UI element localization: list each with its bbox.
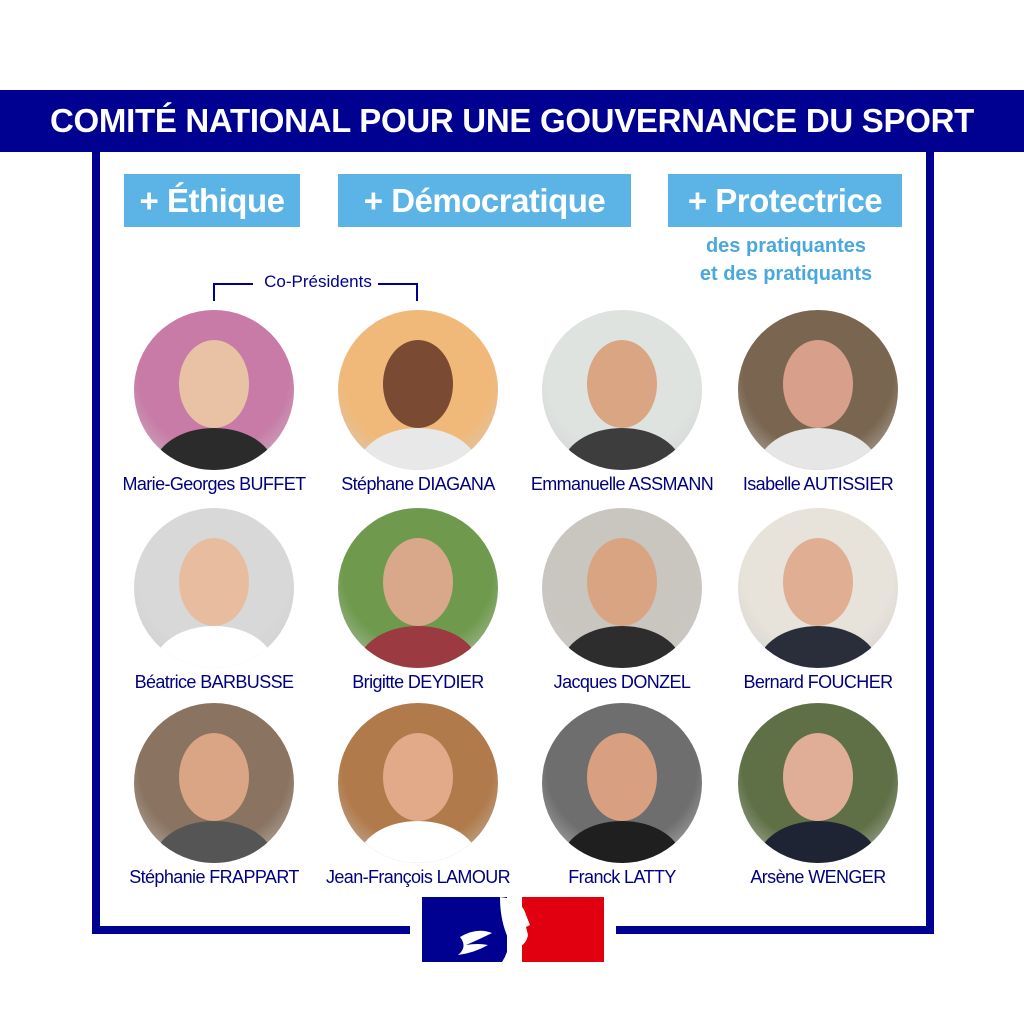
- photo-body-shape: [758, 821, 878, 863]
- member-card: Jacques DONZEL: [512, 508, 732, 693]
- member-photo: [134, 310, 294, 470]
- member-card: Stéphane DIAGANA: [308, 310, 528, 495]
- member-name: Isabelle AUTISSIER: [742, 474, 894, 494]
- member-card: Béatrice BARBUSSE: [104, 508, 324, 693]
- photo-body-shape: [358, 428, 478, 470]
- member-name: Béatrice BARBUSSE: [134, 672, 294, 692]
- member-name: Jacques DONZEL: [553, 672, 691, 692]
- frame-bottom-border-left: [92, 926, 410, 934]
- co-presidents-bracket-right-tick: [416, 283, 418, 301]
- member-photo: [338, 310, 498, 470]
- photo-face-shape: [587, 733, 657, 821]
- photo-face-shape: [587, 340, 657, 428]
- member-photo: [738, 703, 898, 863]
- photo-body-shape: [758, 626, 878, 668]
- member-name: Franck LATTY: [568, 867, 676, 887]
- subtitle-line-2: et des pratiquants: [699, 263, 873, 285]
- subtitle-line-1: des pratiquantes: [705, 235, 867, 257]
- photo-face-shape: [383, 340, 453, 428]
- member-photo: [542, 310, 702, 470]
- co-presidents-label: Co-Présidents: [264, 272, 372, 291]
- member-name: Arsène WENGER: [750, 867, 886, 887]
- member-photo: [134, 703, 294, 863]
- frame-left-border: [92, 150, 100, 934]
- protectrice-subtitle: des pratiquantes et des pratiquants: [668, 232, 904, 288]
- member-photo: [542, 508, 702, 668]
- member-name: Stéphane DIAGANA: [341, 474, 495, 494]
- member-card: Emmanuelle ASSMANN: [512, 310, 732, 495]
- member-card: Franck LATTY: [512, 703, 732, 888]
- member-name: Bernard FOUCHER: [743, 672, 893, 692]
- photo-body-shape: [358, 821, 478, 863]
- photo-face-shape: [783, 538, 853, 626]
- photo-body-shape: [562, 428, 682, 470]
- photo-face-shape: [179, 733, 249, 821]
- tag-democratique: + Démocratique: [338, 174, 631, 227]
- photo-body-shape: [358, 626, 478, 668]
- photo-body-shape: [562, 821, 682, 863]
- photo-face-shape: [383, 733, 453, 821]
- member-photo: [738, 310, 898, 470]
- co-presidents-bracket-left-tick: [213, 283, 215, 301]
- member-card: Marie-Georges BUFFET: [104, 310, 324, 495]
- member-name: Marie-Georges BUFFET: [122, 474, 306, 494]
- photo-face-shape: [783, 733, 853, 821]
- member-card: Brigitte DEYDIER: [308, 508, 528, 693]
- member-photo: [738, 508, 898, 668]
- member-card: Arsène WENGER: [708, 703, 928, 888]
- page-title: COMITÉ NATIONAL POUR UNE GOUVERNANCE DU …: [0, 90, 1024, 152]
- photo-face-shape: [587, 538, 657, 626]
- marianne-logo: [422, 897, 604, 962]
- photo-face-shape: [179, 538, 249, 626]
- co-presidents-bracket-left: [213, 283, 253, 285]
- photo-face-shape: [383, 538, 453, 626]
- co-presidents-bracket-right: [378, 283, 418, 285]
- photo-body-shape: [154, 821, 274, 863]
- tag-ethique: + Éthique: [124, 174, 300, 227]
- member-name: Brigitte DEYDIER: [352, 672, 484, 692]
- photo-body-shape: [154, 428, 274, 470]
- member-photo: [134, 508, 294, 668]
- member-name: Jean-François LAMOUR: [325, 867, 511, 887]
- member-photo: [338, 508, 498, 668]
- member-name: Emmanuelle ASSMANN: [530, 474, 714, 494]
- member-photo: [542, 703, 702, 863]
- photo-face-shape: [179, 340, 249, 428]
- member-name: Stéphanie FRAPPART: [129, 867, 299, 887]
- frame-bottom-border-right: [616, 926, 934, 934]
- tag-protectrice: + Protectrice: [668, 174, 902, 227]
- photo-body-shape: [758, 428, 878, 470]
- photo-face-shape: [783, 340, 853, 428]
- member-card: Bernard FOUCHER: [708, 508, 928, 693]
- photo-body-shape: [562, 626, 682, 668]
- member-photo: [338, 703, 498, 863]
- frame-right-border: [926, 150, 934, 934]
- member-card: Stéphanie FRAPPART: [104, 703, 324, 888]
- member-card: Isabelle AUTISSIER: [708, 310, 928, 495]
- member-card: Jean-François LAMOUR: [308, 703, 528, 888]
- photo-body-shape: [154, 626, 274, 668]
